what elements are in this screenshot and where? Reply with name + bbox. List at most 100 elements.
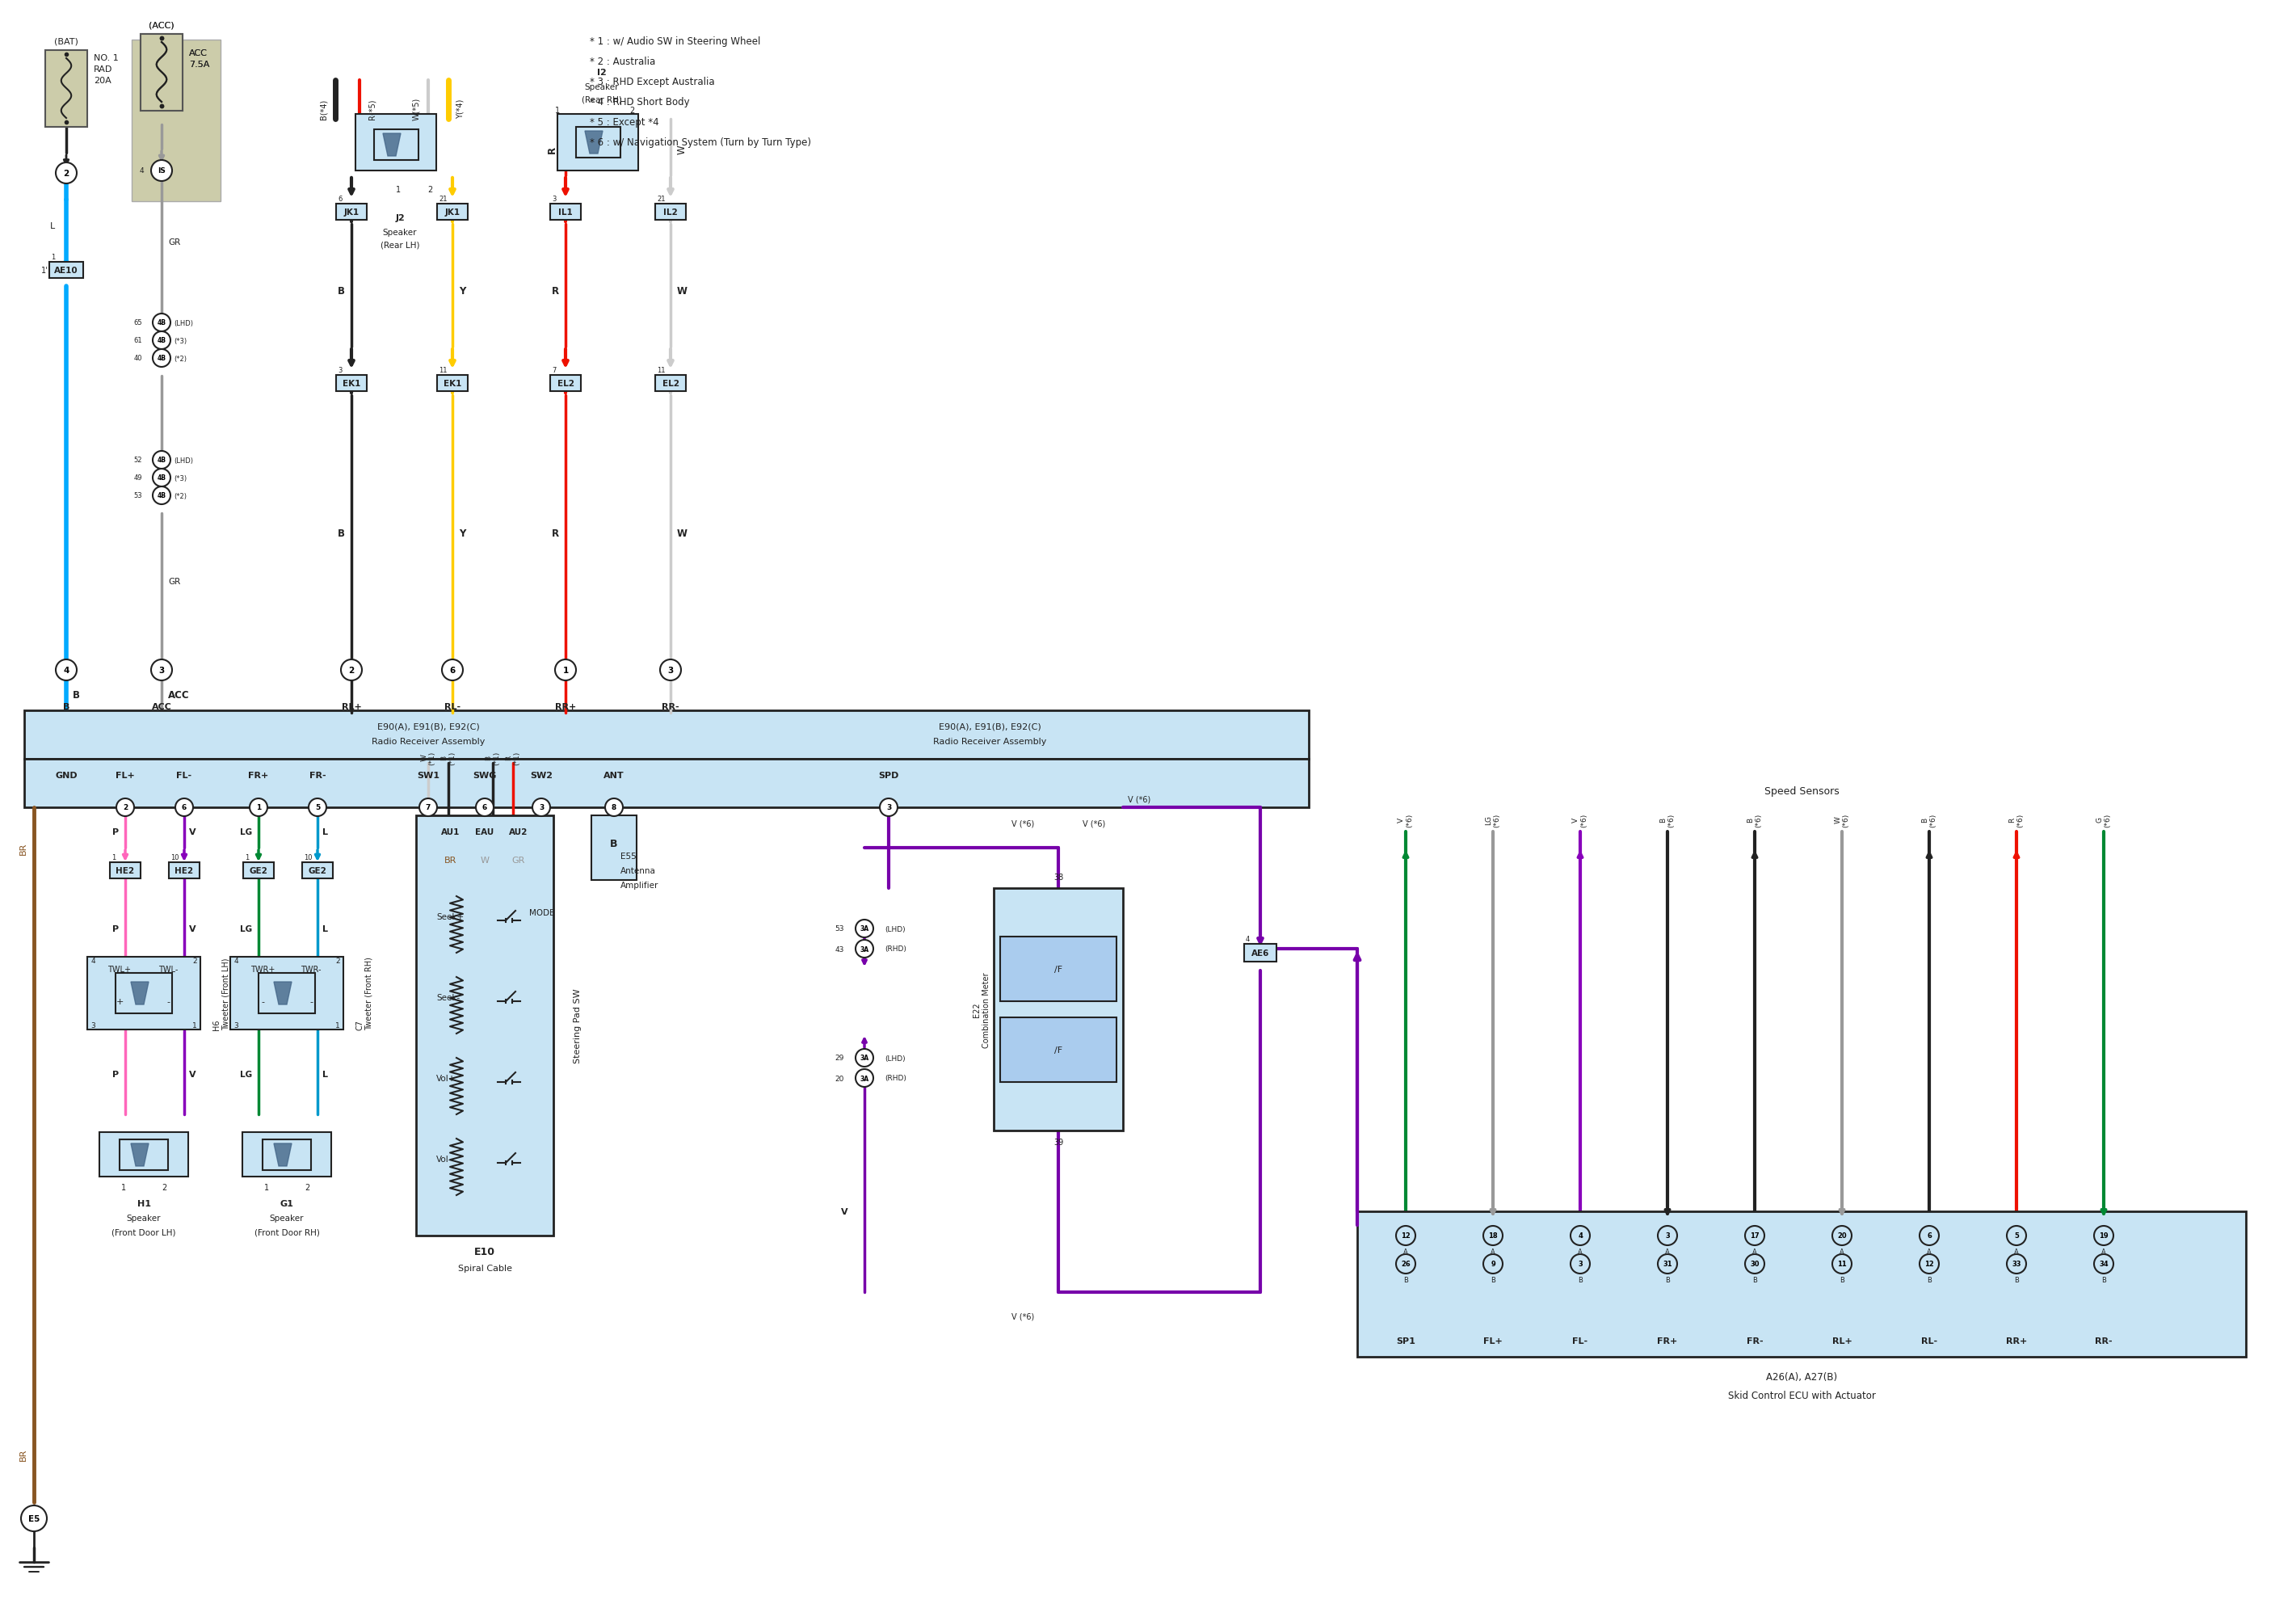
Text: 12: 12: [1924, 1261, 1933, 1267]
Text: 20: 20: [1837, 1232, 1846, 1240]
Text: 38: 38: [1054, 874, 1063, 882]
Text: G1: G1: [280, 1200, 294, 1208]
Text: 20A: 20A: [94, 77, 110, 85]
Circle shape: [250, 798, 266, 816]
Text: TWL+: TWL+: [108, 965, 131, 973]
Text: 4B: 4B: [156, 475, 165, 482]
Bar: [654, 376, 687, 392]
Text: 1: 1: [51, 254, 55, 261]
Text: A: A: [1665, 1248, 1669, 1256]
Text: ACC: ACC: [152, 702, 172, 710]
Text: 1': 1': [41, 267, 48, 275]
Text: 65: 65: [133, 320, 142, 326]
Text: Spiral Cable: Spiral Cable: [457, 1264, 512, 1272]
Text: 7: 7: [425, 805, 432, 811]
Text: TWR+: TWR+: [250, 965, 276, 973]
Text: R
(*1): R (*1): [505, 750, 521, 765]
Text: R: R: [551, 285, 558, 296]
Circle shape: [154, 314, 170, 331]
Circle shape: [533, 798, 551, 816]
Bar: [1357, 1211, 2245, 1357]
Circle shape: [2007, 1254, 2025, 1274]
Text: 2: 2: [122, 805, 129, 811]
Circle shape: [174, 798, 193, 816]
Text: 4: 4: [1247, 936, 1249, 942]
Text: A26(A), A27(B): A26(A), A27(B): [1766, 1371, 1837, 1382]
Text: L: L: [321, 925, 328, 933]
Text: R(*5): R(*5): [367, 99, 377, 120]
Text: V (*6): V (*6): [1127, 795, 1150, 803]
Text: 30: 30: [1750, 1261, 1759, 1267]
Text: (LHD): (LHD): [884, 925, 905, 933]
Bar: [436, 205, 468, 221]
Circle shape: [1919, 1254, 1938, 1274]
Bar: [230, 957, 344, 1030]
Text: P: P: [113, 1070, 119, 1078]
Circle shape: [21, 1506, 46, 1531]
Text: * 5 : Except *4: * 5 : Except *4: [590, 117, 659, 128]
Text: -: -: [262, 997, 264, 1005]
Circle shape: [856, 1050, 872, 1067]
Polygon shape: [273, 982, 292, 1005]
Text: 4: 4: [1577, 1232, 1582, 1240]
Text: 4B: 4B: [156, 456, 165, 464]
Circle shape: [152, 160, 172, 182]
Text: V: V: [188, 1070, 195, 1078]
Text: Vol-: Vol-: [436, 1155, 452, 1163]
Text: RL+: RL+: [1832, 1336, 1853, 1344]
Text: 19: 19: [2099, 1232, 2108, 1240]
Circle shape: [1396, 1254, 1414, 1274]
Text: -: -: [310, 997, 312, 1005]
Text: TWR-: TWR-: [301, 965, 321, 973]
Text: 3: 3: [1577, 1261, 1582, 1267]
Text: C7
Tweeter (Front RH): C7 Tweeter (Front RH): [356, 957, 372, 1030]
Text: E5: E5: [28, 1514, 39, 1523]
Text: 34: 34: [2099, 1261, 2108, 1267]
Text: Seek+: Seek+: [436, 912, 464, 920]
Text: H6
Tweeter (Front LH): H6 Tweeter (Front LH): [214, 957, 230, 1029]
Text: * 3 : RHD Except Australia: * 3 : RHD Except Australia: [590, 77, 714, 88]
Text: B
(*6): B (*6): [1660, 813, 1676, 827]
Text: 53: 53: [836, 925, 845, 933]
Text: (*3): (*3): [174, 475, 186, 482]
Text: GR: GR: [168, 238, 181, 246]
Text: 1: 1: [563, 666, 569, 675]
Bar: [140, 35, 184, 112]
Text: 6: 6: [482, 805, 487, 811]
Text: V: V: [188, 827, 195, 835]
Bar: [87, 957, 200, 1030]
Text: 9: 9: [1490, 1261, 1495, 1267]
Text: RL+: RL+: [342, 702, 360, 710]
Text: A: A: [2101, 1248, 2105, 1256]
Text: Vol+: Vol+: [436, 1074, 457, 1082]
Bar: [335, 376, 367, 392]
Text: RR-: RR-: [2094, 1336, 2112, 1344]
Text: P: P: [113, 925, 119, 933]
Text: EAU: EAU: [475, 827, 494, 835]
Text: V (*6): V (*6): [1081, 819, 1104, 827]
Text: W: W: [677, 285, 687, 296]
Bar: [558, 115, 638, 171]
Circle shape: [420, 798, 436, 816]
Circle shape: [856, 920, 872, 938]
Text: B: B: [1839, 1277, 1844, 1283]
Bar: [416, 816, 553, 1235]
Text: 40: 40: [133, 355, 142, 362]
Polygon shape: [585, 131, 602, 154]
Text: 26: 26: [1401, 1261, 1410, 1267]
Circle shape: [1919, 1226, 1938, 1245]
Text: B
(*1): B (*1): [484, 750, 501, 765]
Text: Speed Sensors: Speed Sensors: [1763, 786, 1839, 797]
Text: B: B: [1490, 1277, 1495, 1283]
Text: LG: LG: [239, 1070, 253, 1078]
Text: E10: E10: [475, 1246, 496, 1258]
Bar: [46, 51, 87, 128]
Text: 2: 2: [427, 186, 432, 194]
Text: B: B: [338, 528, 344, 538]
Text: 3: 3: [551, 195, 556, 203]
Bar: [110, 862, 140, 878]
Bar: [576, 128, 620, 158]
Text: (LHD): (LHD): [174, 320, 193, 326]
Text: Speaker: Speaker: [585, 83, 620, 91]
Text: 5: 5: [2014, 1232, 2018, 1240]
